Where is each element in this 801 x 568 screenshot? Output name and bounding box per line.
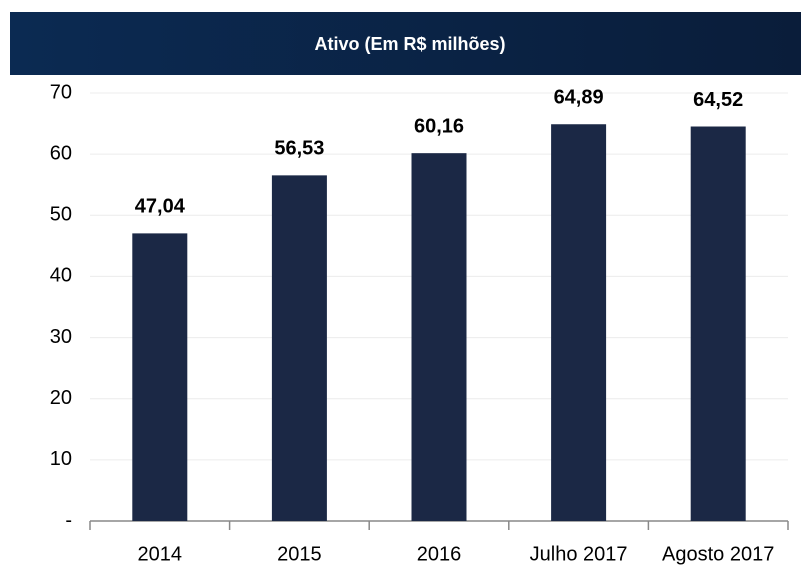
- data-label: 56,53: [274, 138, 324, 160]
- x-tick-label: Julho 2017: [530, 543, 628, 565]
- y-tick-label: 60: [50, 142, 72, 164]
- data-label: 60,16: [414, 115, 464, 137]
- y-tick-label: 30: [50, 326, 72, 348]
- data-label: 64,89: [554, 87, 604, 109]
- y-tick-label: 20: [50, 387, 72, 409]
- data-label: 64,52: [693, 89, 743, 111]
- y-tick-label: 50: [50, 204, 72, 226]
- x-tick-label: 2014: [138, 543, 183, 565]
- bar: [411, 153, 467, 522]
- data-label: 47,04: [135, 196, 186, 218]
- y-tick-label: 40: [50, 265, 72, 287]
- bar: [132, 233, 188, 521]
- title-banner: [10, 12, 801, 75]
- x-tick-label: 2016: [417, 543, 462, 565]
- y-tick-label: 10: [50, 448, 72, 470]
- bar: [271, 175, 327, 521]
- y-tick-label: 70: [50, 81, 72, 103]
- y-tick-label: -: [65, 509, 72, 531]
- x-tick-label: 2015: [277, 543, 322, 565]
- bar: [690, 126, 746, 521]
- bar: [551, 124, 607, 521]
- chart-title: Ativo (Em R$ milhões): [314, 34, 505, 54]
- x-tick-label: Agosto 2017: [662, 543, 774, 565]
